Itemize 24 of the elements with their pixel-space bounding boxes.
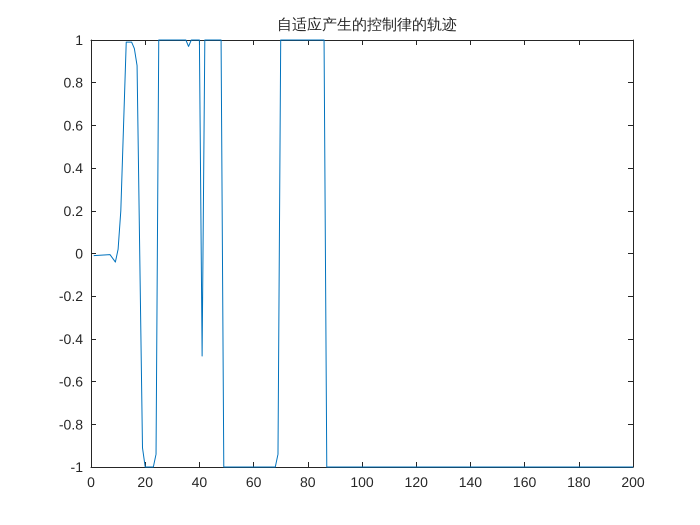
y-tick-label: -0.2 [58, 288, 84, 304]
chart-title: 自适应产生的控制律的轨迹 [277, 16, 457, 34]
y-tick-label: 0.2 [64, 202, 84, 219]
y-tick-label: -1 [70, 459, 84, 475]
x-tick-label: 180 [567, 474, 591, 490]
x-tick-label: 120 [404, 474, 428, 490]
x-tick-label: 0 [87, 474, 96, 490]
x-tick-label: 160 [512, 474, 536, 490]
y-tick-label: 1 [75, 32, 84, 48]
x-tick-label: 80 [300, 474, 316, 490]
x-tick-label: 200 [621, 474, 645, 490]
y-tick-label: 0.8 [64, 74, 84, 91]
y-tick-label: -0.4 [58, 330, 84, 347]
y-tick-label: 0.6 [64, 117, 84, 134]
x-tick-label: 40 [192, 474, 208, 490]
y-tick-label: 0 [75, 246, 84, 262]
line-series [93, 40, 634, 468]
x-tick-label: 100 [350, 474, 374, 490]
y-tick-label: -0.6 [58, 374, 84, 390]
x-tick-label: 60 [246, 474, 262, 490]
y-tick-label: 0.4 [64, 160, 84, 176]
x-tick-label: 20 [137, 474, 154, 490]
x-tick-label: 140 [458, 474, 482, 490]
y-tick-label: -0.8 [58, 416, 84, 432]
